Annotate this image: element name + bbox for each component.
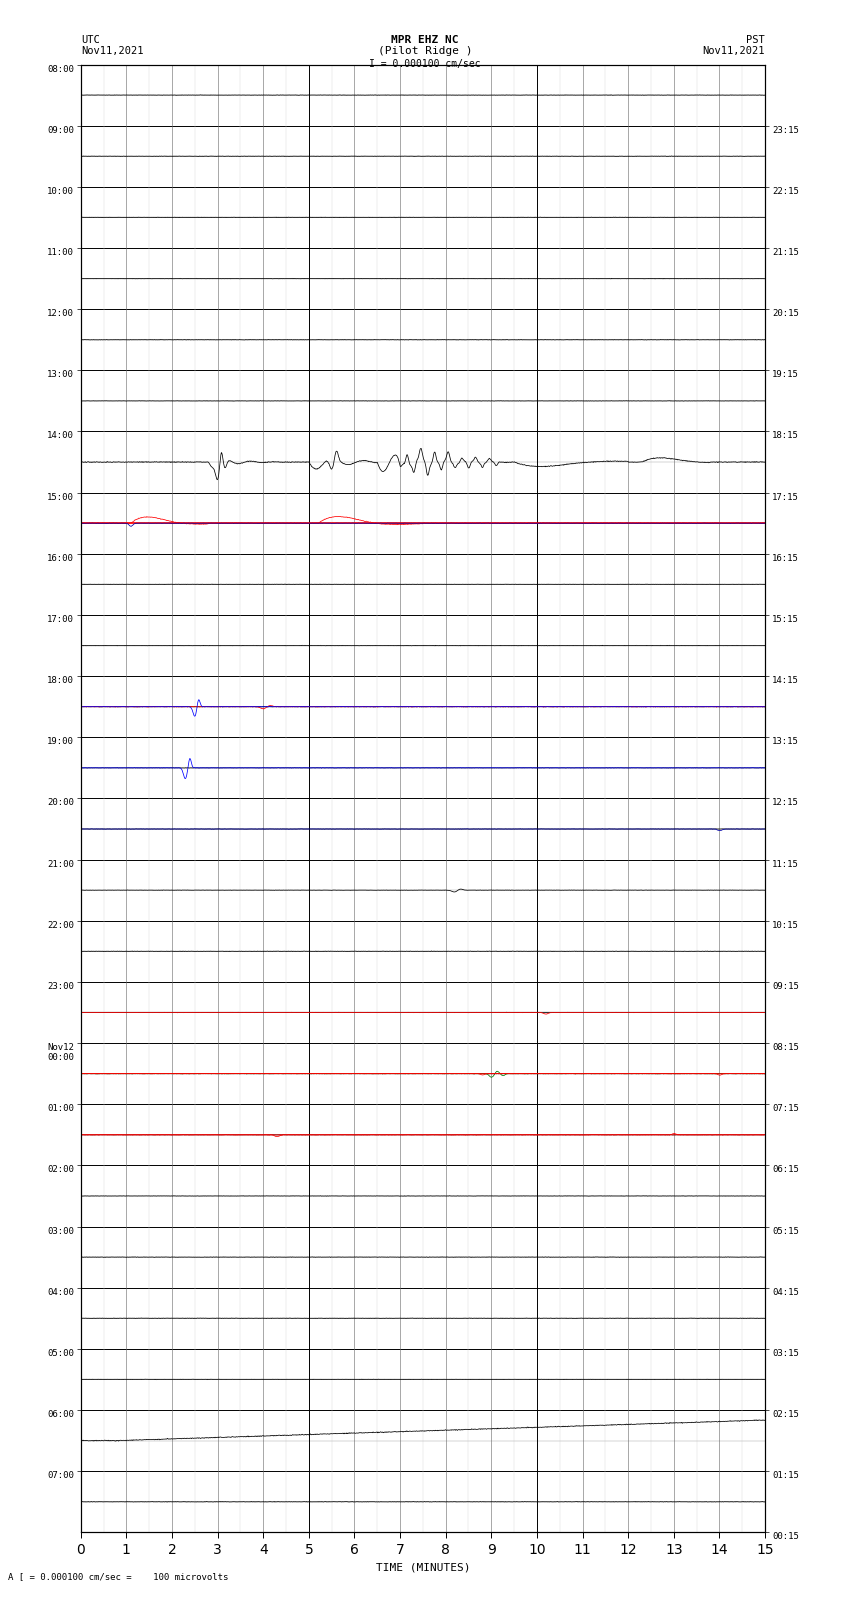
X-axis label: TIME (MINUTES): TIME (MINUTES) (376, 1563, 470, 1573)
Text: PST: PST (746, 35, 765, 45)
Text: I = 0.000100 cm/sec: I = 0.000100 cm/sec (369, 60, 481, 69)
Text: Nov11,2021: Nov11,2021 (702, 47, 765, 56)
Text: (Pilot Ridge ): (Pilot Ridge ) (377, 47, 473, 56)
Text: A [ = 0.000100 cm/sec =    100 microvolts: A [ = 0.000100 cm/sec = 100 microvolts (8, 1571, 229, 1581)
Text: UTC: UTC (81, 35, 99, 45)
Text: MPR EHZ NC: MPR EHZ NC (391, 35, 459, 45)
Text: Nov11,2021: Nov11,2021 (81, 47, 144, 56)
